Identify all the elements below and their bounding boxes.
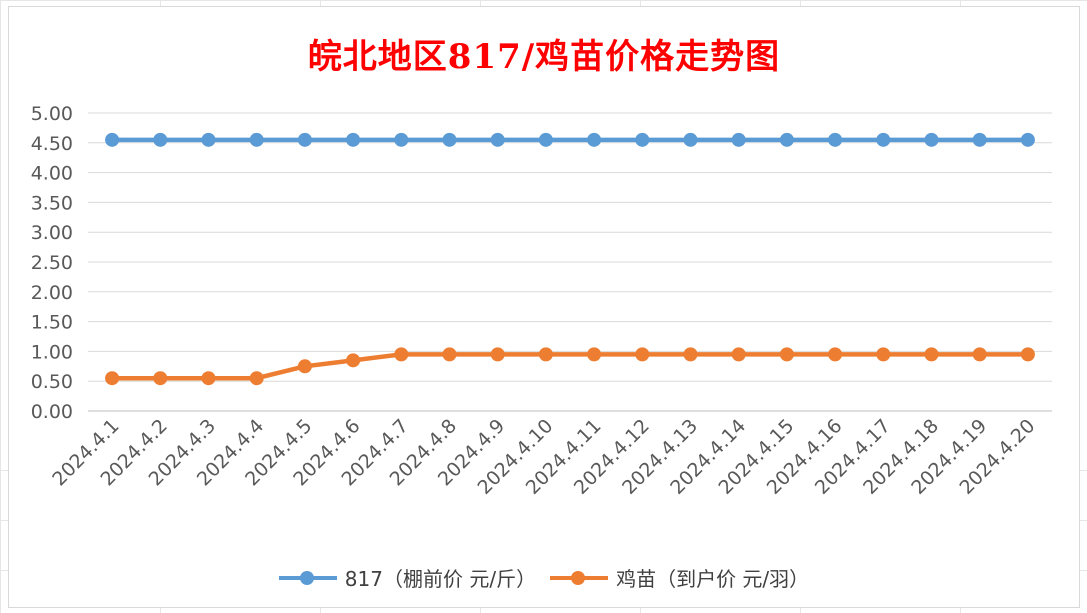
legend-label: 817（棚前价 元/斤） [344,567,537,591]
y-tick-label: 1.00 [31,341,73,363]
data-point-series-1 [346,132,361,147]
data-point-series-2 [538,347,553,362]
data-point-series-2 [249,371,264,386]
legend-item-series-2[interactable]: 鸡苗（到户价 元/羽） [550,563,809,592]
cell-gridline [0,0,1087,1]
legend-item-series-1[interactable]: 817（棚前价 元/斤） [278,563,537,592]
chart-area[interactable]: 皖北地区817/鸡苗价格走势图 0.00 0.50 1.00 1.50 2.00 2.50… [8,6,1080,608]
data-point-series-1 [683,132,698,147]
data-point-series-2 [442,347,457,362]
data-point-series-2 [490,347,505,362]
legend-swatch-icon [550,570,609,585]
series-line-2 [109,352,1031,381]
data-point-series-1 [297,132,312,147]
legend-swatch-icon [278,570,337,585]
data-point-series-1 [731,132,746,147]
data-point-series-1 [490,132,505,147]
y-tick-label: 0.50 [31,371,73,393]
y-tick-label: 0.00 [31,401,73,423]
y-tick-label: 4.00 [31,163,73,185]
chart-title: 皖北地区817/鸡苗价格走势图 [307,37,781,77]
data-point-series-2 [731,347,746,362]
data-point-series-2 [635,347,650,362]
data-point-series-2 [105,371,120,386]
y-tick-label: 2.00 [31,282,73,304]
data-point-series-1 [828,132,843,147]
data-point-series-1 [538,132,553,147]
legend-label: 鸡苗（到户价 元/羽） [616,567,810,591]
data-point-series-2 [297,359,312,374]
data-point-series-1 [924,132,939,147]
data-point-series-2 [876,347,891,362]
y-tick-label: 4.50 [31,133,73,155]
data-point-series-1 [1020,132,1035,147]
data-point-series-1 [779,132,794,147]
y-tick-label: 1.50 [31,312,73,334]
data-point-series-1 [972,132,987,147]
data-point-series-1 [442,132,457,147]
data-point-series-2 [779,347,794,362]
data-point-series-1 [587,132,602,147]
y-tick-label: 5.00 [31,103,73,125]
y-tick-label: 3.50 [31,192,73,214]
data-point-series-1 [249,132,264,147]
data-point-series-1 [105,132,120,147]
data-point-series-2 [346,353,361,368]
data-point-series-2 [153,371,168,386]
data-point-series-2 [587,347,602,362]
chart-legend[interactable]: 817（棚前价 元/斤） 鸡苗（到户价 元/羽） [9,563,1079,592]
cell-gridline [0,0,1,613]
plot-area: 0.00 0.50 1.00 1.50 2.00 2.50 3.00 3.50 4.00 4.50… [31,103,1052,499]
y-tick-label: 2.50 [31,252,73,274]
data-point-series-2 [201,371,216,386]
data-point-series-1 [153,132,168,147]
data-point-series-2 [394,347,409,362]
data-point-series-2 [924,347,939,362]
data-point-series-2 [683,347,698,362]
data-point-series-2 [972,347,987,362]
y-tick-label: 3.00 [31,222,73,244]
data-point-series-1 [394,132,409,147]
data-point-series-1 [635,132,650,147]
data-point-series-2 [828,347,843,362]
data-point-series-1 [201,132,216,147]
data-point-series-2 [1020,347,1035,362]
data-point-series-1 [876,132,891,147]
